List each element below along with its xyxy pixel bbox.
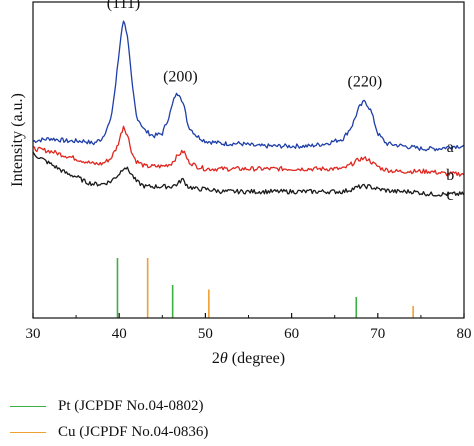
x-tick-label: 70: [370, 326, 385, 342]
series-c-line: [32, 151, 465, 197]
x-tick-label: 40: [112, 326, 127, 342]
x-axis-title: 2θ (degree): [212, 350, 285, 367]
series-a-line: [32, 20, 465, 152]
series-c-label: c: [447, 187, 454, 204]
legend-swatch-cu: [10, 431, 46, 433]
x-tick-label: 50: [198, 326, 213, 342]
peak-annotation: (200): [163, 69, 198, 86]
plot-frame: [32, 1, 465, 319]
y-axis-title: Intensity (a.u.): [9, 93, 26, 187]
legend-item-cu: Cu (JCPDF No.04-0836): [10, 420, 208, 444]
legend-label-pt: Pt (JCPDF No.04-0802): [58, 397, 204, 414]
series-b-line: [32, 125, 465, 177]
x-tick-label: 80: [457, 326, 472, 342]
series-b-label: b: [446, 167, 454, 184]
x-tick-label: 60: [284, 326, 299, 342]
peak-annotation: (220): [348, 74, 383, 91]
legend: Pt (JCPDF No.04-0802) Cu (JCPDF No.04-08…: [10, 394, 208, 446]
peak-annotation: (111): [107, 0, 140, 12]
x-tick-label: 30: [26, 326, 41, 342]
legend-swatch-pt: [10, 405, 46, 407]
legend-item-pt: Pt (JCPDF No.04-0802): [10, 394, 208, 418]
series-a-label: a: [447, 139, 454, 156]
legend-label-cu: Cu (JCPDF No.04-0836): [58, 423, 209, 440]
